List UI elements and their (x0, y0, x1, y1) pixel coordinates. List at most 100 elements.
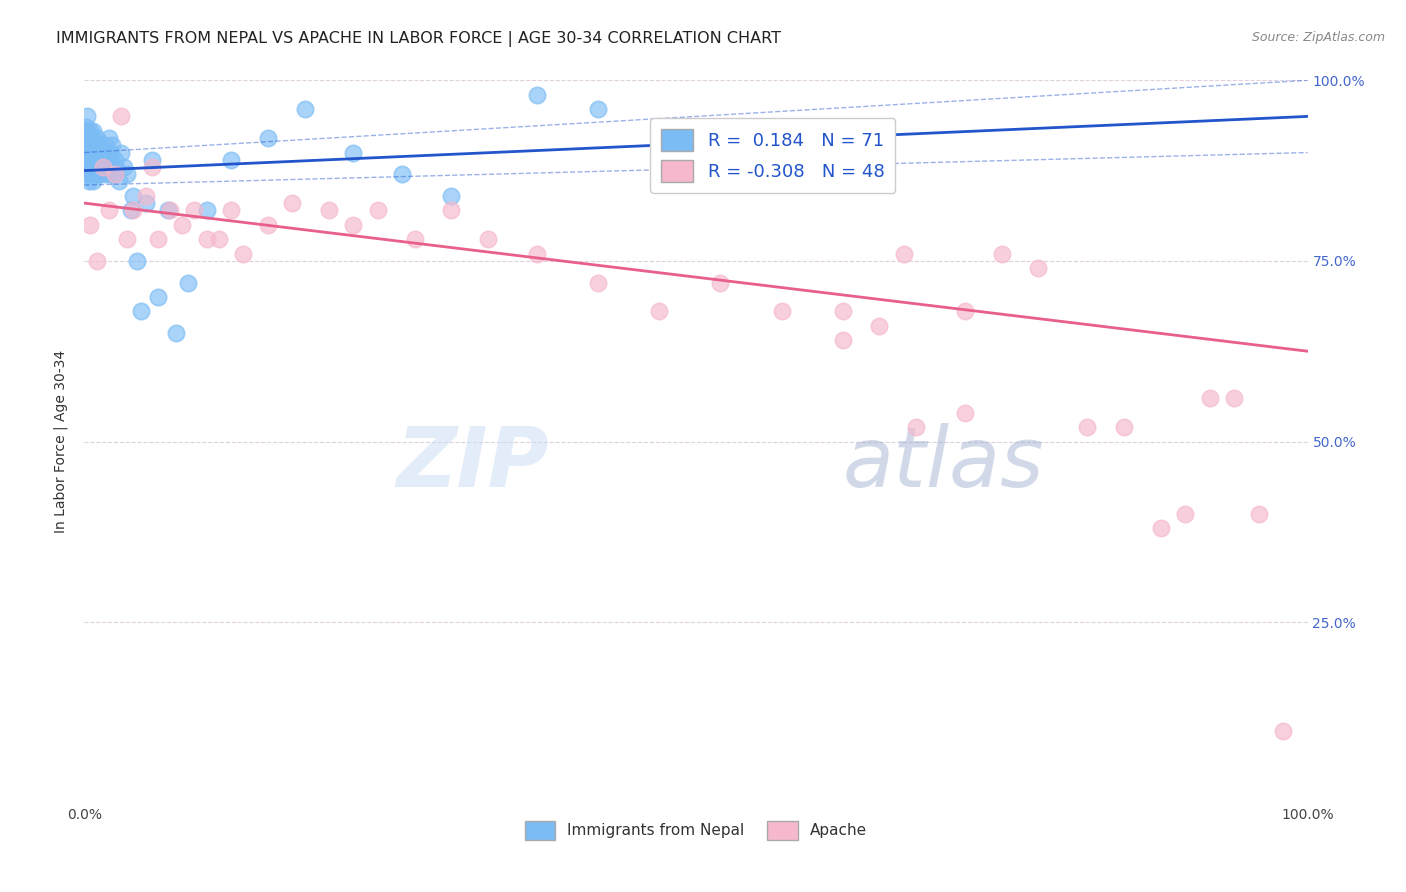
Point (82, 174, 104, 188)
Point (75, 145, 97, 160)
Point (91, 160, 114, 174)
Point (77, 153, 100, 167)
Point (77, 174, 100, 188)
Point (87, 160, 110, 174)
Point (146, 232, 169, 246)
Point (129, 304, 152, 318)
Point (831, 304, 853, 318)
Point (219, 203, 242, 218)
Legend: Immigrants from Nepal, Apache: Immigrants from Nepal, Apache (519, 815, 873, 846)
Point (526, 246, 548, 260)
Point (135, 196, 157, 211)
Point (831, 334, 853, 348)
Point (141, 160, 163, 174)
Point (219, 153, 242, 167)
Point (1198, 391, 1220, 405)
Point (82, 124, 104, 138)
Point (232, 246, 254, 260)
Point (709, 276, 731, 290)
Point (122, 203, 145, 218)
Point (100, 160, 122, 174)
Point (905, 420, 928, 434)
Point (79, 218, 101, 232)
Point (87, 153, 110, 167)
Point (80, 153, 103, 167)
Point (77, 153, 100, 167)
Point (257, 218, 280, 232)
Point (122, 189, 145, 203)
Point (77, 138, 100, 153)
Point (115, 167, 138, 181)
Point (195, 203, 218, 218)
Point (318, 203, 340, 218)
Point (96, 167, 118, 181)
Point (77, 145, 100, 160)
Point (79, 160, 101, 174)
Point (404, 232, 426, 246)
Point (195, 232, 218, 246)
Point (159, 203, 181, 218)
Point (141, 153, 163, 167)
Point (77, 160, 100, 174)
Text: IMMIGRANTS FROM NEPAL VS APACHE IN LABOR FORCE | AGE 30-34 CORRELATION CHART: IMMIGRANTS FROM NEPAL VS APACHE IN LABOR… (56, 31, 782, 47)
Point (1223, 391, 1246, 405)
Point (76, 124, 98, 138)
Point (156, 203, 179, 218)
Point (86, 253, 108, 268)
Point (1247, 507, 1270, 521)
Point (294, 102, 316, 116)
Point (107, 174, 129, 188)
Point (1028, 261, 1050, 276)
Point (342, 218, 364, 232)
Point (869, 318, 891, 333)
Point (367, 203, 389, 218)
Point (165, 326, 187, 340)
Point (82, 145, 104, 160)
Point (77, 167, 100, 181)
Point (86, 167, 108, 181)
Point (97, 145, 120, 160)
Point (84, 138, 107, 153)
Point (105, 160, 128, 174)
Point (135, 189, 157, 203)
Point (110, 145, 132, 160)
Point (648, 304, 671, 318)
Point (104, 167, 127, 181)
Point (90, 145, 112, 160)
Point (94, 138, 117, 153)
Point (91, 160, 114, 174)
Point (477, 232, 499, 246)
Point (208, 232, 231, 246)
Point (97, 160, 120, 174)
Point (84, 153, 107, 167)
Point (120, 203, 142, 218)
Text: Source: ZipAtlas.com: Source: ZipAtlas.com (1251, 31, 1385, 45)
Point (87, 138, 110, 153)
Point (104, 153, 127, 167)
Point (79, 124, 101, 138)
Point (110, 110, 132, 124)
Point (103, 167, 125, 181)
Point (183, 203, 205, 218)
Point (893, 246, 915, 260)
Point (97, 131, 120, 145)
Point (73, 160, 96, 174)
Point (101, 138, 124, 153)
Point (440, 189, 463, 203)
Point (97, 203, 120, 218)
Point (125, 253, 148, 268)
Point (770, 304, 793, 318)
Point (586, 102, 609, 116)
Point (953, 304, 976, 318)
Point (526, 87, 548, 102)
Point (83, 160, 105, 174)
Point (93, 153, 115, 167)
Point (991, 246, 1014, 260)
Point (80, 138, 103, 153)
Point (146, 290, 169, 304)
Point (77, 131, 100, 145)
Point (80, 131, 103, 145)
Text: atlas: atlas (842, 423, 1045, 504)
Point (115, 232, 138, 246)
Point (1076, 420, 1098, 434)
